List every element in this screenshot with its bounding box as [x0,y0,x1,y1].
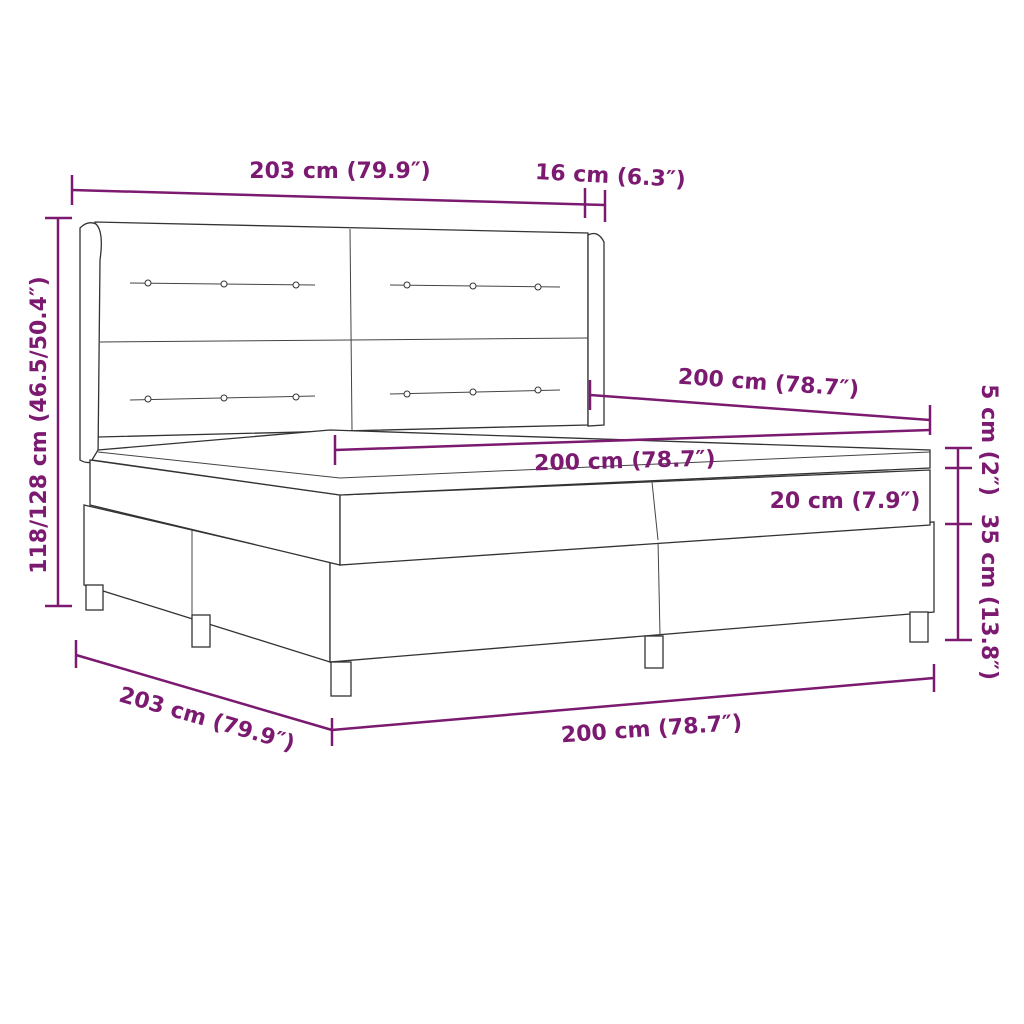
leg [909,611,929,643]
headboard-right-wing [587,232,605,427]
topper-height-label: 5 cm (2″) [976,384,1001,496]
leg [85,584,104,611]
mattress-height-label: 20 cm (7.9″) [770,489,921,514]
leg [644,635,664,669]
headboard-width-label: 203 cm (79.9″) [249,159,430,184]
headboard-left-wing [79,222,102,464]
headboard [94,221,589,438]
mattress-front [339,469,931,566]
base-height-label: 35 cm (13.8″) [976,514,1001,680]
mattress-width-label: 200 cm (78.7″) [534,447,716,477]
bed-illustration [79,221,935,697]
leg [191,614,211,648]
tufting-buttons [129,279,561,403]
headboard-height-label: 118/128 cm (46.5/50.4″) [27,276,52,574]
leg [330,661,352,697]
mattress-topper [90,429,931,496]
dimension-lines [45,175,972,746]
overall-width-label: 200 cm (78.7″) [560,711,743,749]
mattress-length-label: 200 cm (78.7″) [677,365,860,403]
headboard-wing-depth-label: 16 cm (6.3″) [534,160,686,193]
